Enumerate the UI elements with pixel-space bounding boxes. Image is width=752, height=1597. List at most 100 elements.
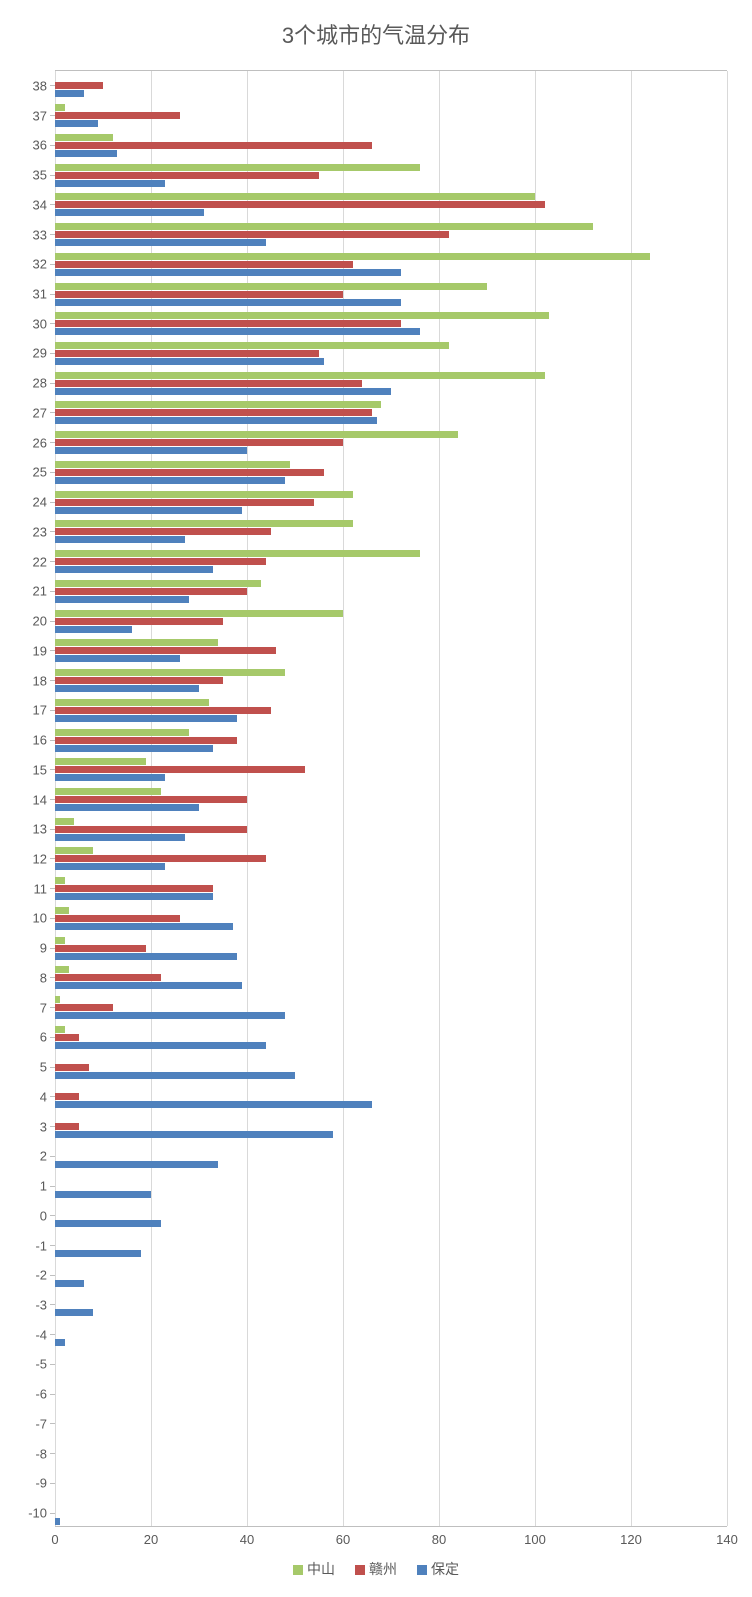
bar-保定: [55, 180, 165, 187]
y-tick-label: -1: [35, 1238, 47, 1253]
y-tick-label: 10: [33, 911, 47, 926]
gridline: [631, 71, 632, 1526]
bar-赣州: [55, 945, 146, 952]
bar-中山: [55, 134, 113, 141]
bar-赣州: [55, 350, 319, 357]
bar-中山: [55, 401, 381, 408]
y-tick-label: 18: [33, 673, 47, 688]
legend-swatch: [355, 1565, 365, 1575]
y-tick: [50, 1423, 55, 1424]
bar-保定: [55, 1072, 295, 1079]
y-tick-label: 1: [40, 1179, 47, 1194]
bar-赣州: [55, 677, 223, 684]
y-tick-label: -10: [28, 1506, 47, 1521]
bar-中山: [55, 431, 458, 438]
bar-中山: [55, 729, 189, 736]
bar-保定: [55, 1042, 266, 1049]
bar-赣州: [55, 647, 276, 654]
bar-保定: [55, 417, 377, 424]
y-tick-label: 37: [33, 108, 47, 123]
bar-中山: [55, 937, 65, 944]
bar-赣州: [55, 320, 401, 327]
bar-赣州: [55, 618, 223, 625]
y-tick-label: 26: [33, 435, 47, 450]
bar-保定: [55, 1250, 141, 1257]
bar-保定: [55, 239, 266, 246]
y-tick-label: 21: [33, 584, 47, 599]
y-tick-label: 2: [40, 1149, 47, 1164]
bar-中山: [55, 491, 353, 498]
bar-保定: [55, 626, 132, 633]
bar-中山: [55, 788, 161, 795]
bar-保定: [55, 536, 185, 543]
bar-中山: [55, 877, 65, 884]
y-tick-label: -6: [35, 1387, 47, 1402]
y-tick-label: 29: [33, 346, 47, 361]
bar-赣州: [55, 796, 247, 803]
x-tick-label: 20: [144, 1532, 158, 1547]
plot-area: 0204060801001201403837363534333231302928…: [55, 70, 727, 1527]
y-tick: [50, 1334, 55, 1335]
bar-中山: [55, 283, 487, 290]
y-tick-label: 13: [33, 822, 47, 837]
y-tick-label: 19: [33, 643, 47, 658]
y-tick: [50, 1304, 55, 1305]
y-tick-label: 30: [33, 316, 47, 331]
y-tick: [50, 1186, 55, 1187]
bar-赣州: [55, 588, 247, 595]
bar-保定: [55, 477, 285, 484]
bar-保定: [55, 804, 199, 811]
bar-赣州: [55, 261, 353, 268]
bar-中山: [55, 312, 549, 319]
y-tick-label: 20: [33, 614, 47, 629]
y-tick-label: 35: [33, 168, 47, 183]
y-tick-label: 38: [33, 78, 47, 93]
bar-保定: [55, 1309, 93, 1316]
bar-赣州: [55, 380, 362, 387]
bar-中山: [55, 907, 69, 914]
bar-保定: [55, 655, 180, 662]
x-tick-label: 120: [620, 1532, 642, 1547]
bar-保定: [55, 774, 165, 781]
bar-中山: [55, 847, 93, 854]
y-tick-label: 28: [33, 376, 47, 391]
y-tick-label: 5: [40, 1060, 47, 1075]
bar-中山: [55, 580, 261, 587]
x-tick-label: 100: [524, 1532, 546, 1547]
y-tick-label: 24: [33, 495, 47, 510]
bar-中山: [55, 699, 209, 706]
legend: 中山赣州保定: [0, 1559, 752, 1579]
bar-保定: [55, 834, 185, 841]
y-tick-label: -4: [35, 1327, 47, 1342]
bar-赣州: [55, 439, 343, 446]
bar-中山: [55, 520, 353, 527]
bar-赣州: [55, 469, 324, 476]
y-tick-label: 4: [40, 1089, 47, 1104]
y-tick-label: -9: [35, 1476, 47, 1491]
bar-中山: [55, 223, 593, 230]
bar-赣州: [55, 1004, 113, 1011]
bar-保定: [55, 1191, 151, 1198]
bar-赣州: [55, 499, 314, 506]
bar-保定: [55, 299, 401, 306]
chart-title: 3个城市的气温分布: [0, 0, 752, 60]
legend-item-赣州: 赣州: [355, 1559, 397, 1579]
bar-赣州: [55, 855, 266, 862]
legend-swatch: [293, 1565, 303, 1575]
y-tick-label: 31: [33, 287, 47, 302]
y-tick-label: -3: [35, 1297, 47, 1312]
y-tick-label: -2: [35, 1268, 47, 1283]
y-tick-label: 23: [33, 524, 47, 539]
bar-保定: [55, 745, 213, 752]
bar-保定: [55, 566, 213, 573]
bar-赣州: [55, 826, 247, 833]
bar-赣州: [55, 231, 449, 238]
y-tick: [50, 1156, 55, 1157]
y-tick-label: 25: [33, 465, 47, 480]
bar-中山: [55, 758, 146, 765]
gridline: [535, 71, 536, 1526]
y-tick-label: 12: [33, 851, 47, 866]
chart-container: 3个城市的气温分布 020406080100120140383736353433…: [0, 0, 752, 1597]
bar-中山: [55, 550, 420, 557]
bar-赣州: [55, 1093, 79, 1100]
